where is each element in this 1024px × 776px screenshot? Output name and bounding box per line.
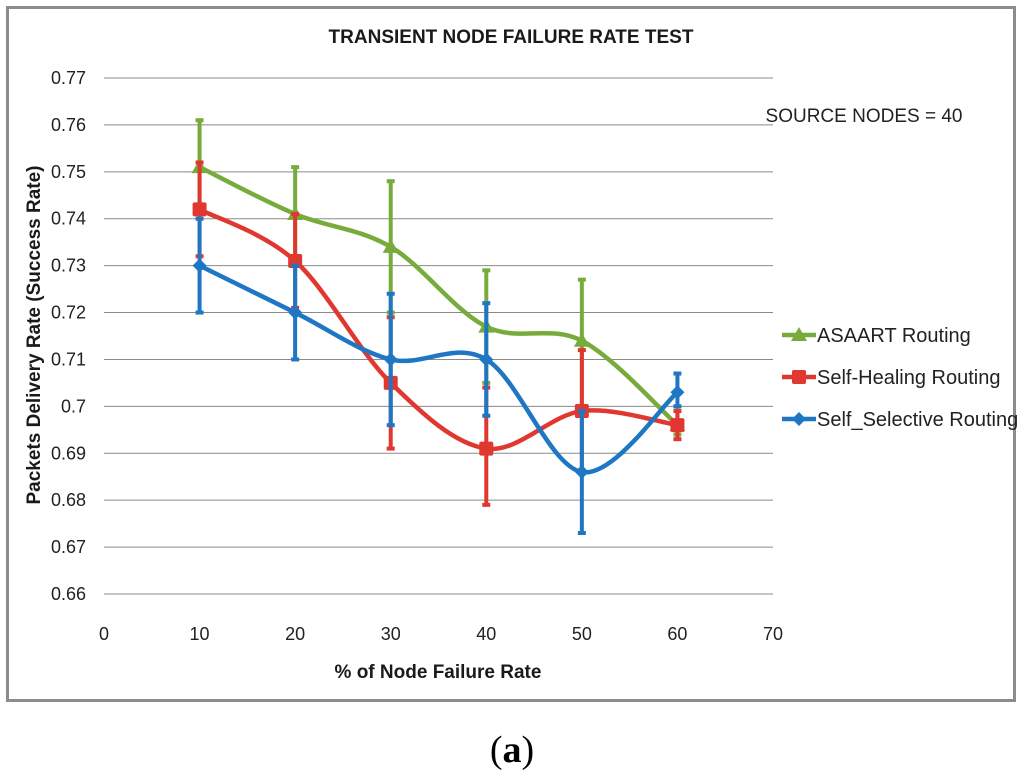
y-tick-label: 0.69 bbox=[51, 443, 86, 463]
caption-letter: a bbox=[502, 729, 522, 771]
legend-label: ASAART Routing bbox=[817, 325, 971, 347]
legend-item: Self_Selective Routing bbox=[782, 409, 1018, 431]
x-tick-label: 50 bbox=[572, 624, 592, 644]
x-tick-label: 30 bbox=[381, 624, 401, 644]
y-tick-label: 0.77 bbox=[51, 68, 86, 88]
series-2 bbox=[192, 216, 685, 536]
legend-label: Self-Healing Routing bbox=[817, 367, 1000, 389]
x-tick-label: 60 bbox=[667, 624, 687, 644]
series-line bbox=[197, 207, 680, 452]
source-nodes-annotation: SOURCE NODES = 40 bbox=[766, 106, 963, 127]
y-axis-ticks: 0.66 0.67 0.68 0.69 0.7 0.71 0.72 0.73 0.74 0.75 0… bbox=[51, 68, 86, 604]
chart-frame bbox=[6, 6, 1016, 702]
y-tick-label: 0.76 bbox=[51, 115, 86, 135]
legend-label: Self_Selective Routing bbox=[817, 409, 1018, 431]
y-tick-label: 0.75 bbox=[51, 162, 86, 182]
x-axis-label: % of Node Failure Rate bbox=[335, 662, 542, 683]
y-tick-label: 0.73 bbox=[51, 256, 86, 276]
data-point bbox=[288, 305, 303, 320]
data-point bbox=[574, 465, 589, 480]
y-tick-label: 0.67 bbox=[51, 537, 86, 557]
series-line bbox=[197, 263, 680, 475]
data-point bbox=[382, 238, 399, 253]
y-tick-label: 0.74 bbox=[51, 209, 86, 229]
series-layer bbox=[191, 118, 686, 536]
x-tick-label: 0 bbox=[99, 624, 109, 644]
caption-close-paren: ) bbox=[521, 729, 535, 771]
data-point bbox=[192, 258, 207, 273]
x-tick-label: 10 bbox=[190, 624, 210, 644]
data-point bbox=[573, 332, 590, 347]
data-point bbox=[670, 418, 685, 433]
chart-title: TRANSIENT NODE FAILURE RATE TEST bbox=[329, 27, 694, 48]
legend: ASAART Routing Self-Healing Routing Self_S… bbox=[782, 325, 1018, 431]
data-point bbox=[383, 352, 398, 367]
legend-item: Self-Healing Routing bbox=[782, 367, 1000, 389]
series-line bbox=[197, 164, 680, 428]
data-point bbox=[670, 385, 685, 400]
data-point bbox=[192, 202, 207, 217]
x-tick-label: 20 bbox=[285, 624, 305, 644]
y-tick-label: 0.72 bbox=[51, 303, 86, 323]
data-point bbox=[479, 441, 494, 456]
y-tick-label: 0.66 bbox=[51, 584, 86, 604]
y-axis-label: Packets Delivery Rate (Success Rate) bbox=[24, 165, 45, 504]
figure-caption: (a) bbox=[0, 728, 1024, 772]
y-tick-label: 0.7 bbox=[61, 396, 86, 416]
grid-lines bbox=[104, 77, 773, 595]
x-tick-label: 70 bbox=[763, 624, 783, 644]
legend-marker bbox=[791, 327, 807, 341]
y-tick-label: 0.71 bbox=[51, 349, 86, 369]
legend-item: ASAART Routing bbox=[782, 325, 971, 347]
y-tick-label: 0.68 bbox=[51, 490, 86, 510]
data-point bbox=[479, 352, 494, 367]
legend-marker bbox=[792, 412, 806, 426]
series-0 bbox=[191, 118, 686, 437]
caption-open-paren: ( bbox=[489, 729, 503, 771]
x-axis-ticks: 0 10 20 30 40 50 60 70 bbox=[99, 624, 783, 644]
legend-marker bbox=[792, 370, 806, 384]
x-tick-label: 40 bbox=[476, 624, 496, 644]
